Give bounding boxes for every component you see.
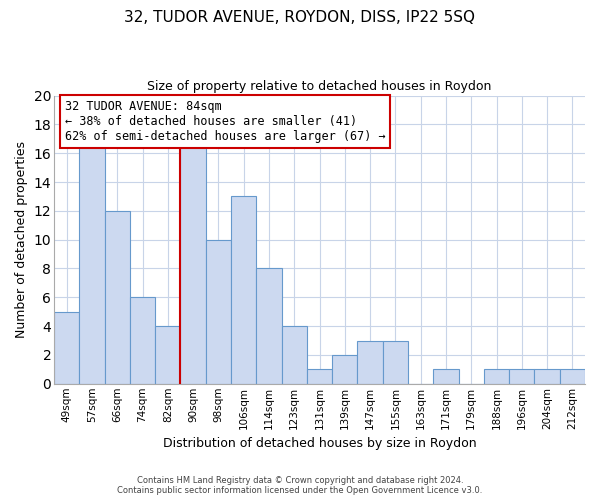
Title: Size of property relative to detached houses in Roydon: Size of property relative to detached ho… [148, 80, 492, 93]
Text: Contains HM Land Registry data © Crown copyright and database right 2024.
Contai: Contains HM Land Registry data © Crown c… [118, 476, 482, 495]
Bar [433, 370, 458, 384]
Bar [383, 340, 408, 384]
Y-axis label: Number of detached properties: Number of detached properties [15, 141, 28, 338]
Text: 32 TUDOR AVENUE: 84sqm
← 38% of detached houses are smaller (41)
62% of semi-det: 32 TUDOR AVENUE: 84sqm ← 38% of detached… [65, 100, 385, 143]
Bar [104, 211, 130, 384]
Bar [206, 240, 231, 384]
Bar [484, 370, 509, 384]
Bar [181, 139, 206, 384]
X-axis label: Distribution of detached houses by size in Roydon: Distribution of detached houses by size … [163, 437, 476, 450]
Bar [256, 268, 281, 384]
Bar [509, 370, 535, 384]
Bar [155, 326, 181, 384]
Bar [54, 312, 79, 384]
Bar [79, 139, 104, 384]
Bar [358, 340, 383, 384]
Bar [535, 370, 560, 384]
Bar [231, 196, 256, 384]
Bar [281, 326, 307, 384]
Bar [332, 355, 358, 384]
Bar [560, 370, 585, 384]
Bar [130, 298, 155, 384]
Bar [307, 370, 332, 384]
Text: 32, TUDOR AVENUE, ROYDON, DISS, IP22 5SQ: 32, TUDOR AVENUE, ROYDON, DISS, IP22 5SQ [125, 10, 476, 25]
